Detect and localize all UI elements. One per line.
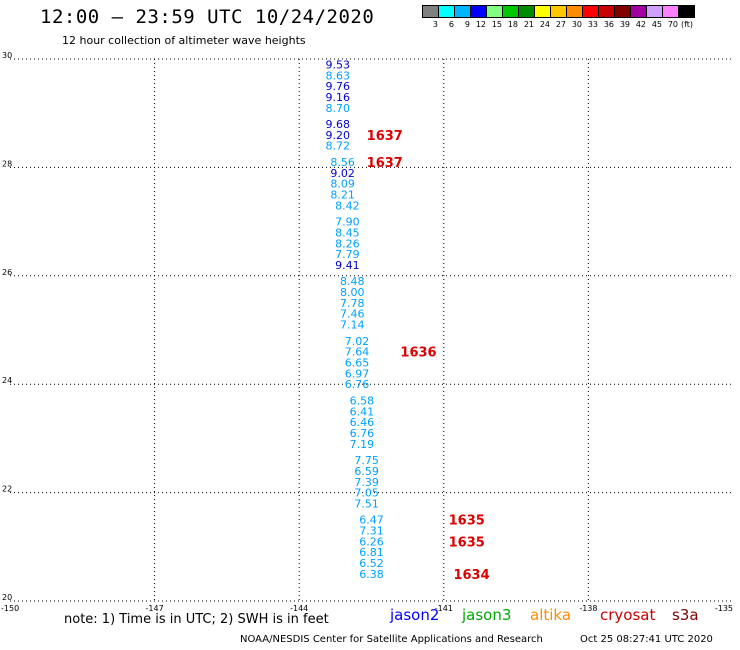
swh-label: 6.46 <box>350 416 375 429</box>
swh-label: 8.00 <box>340 286 365 299</box>
colorbar-label: 30 <box>571 20 582 29</box>
y-tick-label: 30 <box>2 51 12 60</box>
colorbar-label: 42 <box>635 20 646 29</box>
time-label: 1634 <box>453 568 489 583</box>
swh-label: 8.48 <box>340 275 365 288</box>
colorbar-label: 70 <box>667 20 678 29</box>
colorbar-label: 15 <box>491 20 502 29</box>
colorbar-swatches <box>422 5 695 18</box>
colorbar-label: 33 <box>587 20 598 29</box>
credit-line: NOAA/NESDIS Center for Satellite Applica… <box>240 634 543 645</box>
swh-label: 8.72 <box>326 140 351 153</box>
swh-label: 6.58 <box>350 394 375 407</box>
time-label: 1637 <box>367 156 403 171</box>
colorbar: 3 6 9 12 15 18 21 24 27 30 33 36 39 42 45 70 (ft) <box>422 5 695 29</box>
swh-label: 6.26 <box>359 535 384 548</box>
chart-subtitle: 12 hour collection of altimeter wave hei… <box>62 34 306 47</box>
y-tick-label: 24 <box>2 376 12 385</box>
colorbar-label: 9 <box>464 20 470 29</box>
generated-timestamp: Oct 25 08:27:41 UTC 2020 <box>580 634 713 645</box>
swh-label: 8.56 <box>330 156 355 169</box>
legend-item-jason2: jason2 <box>390 606 440 624</box>
y-tick-label: 28 <box>2 159 12 168</box>
swh-label: 6.76 <box>345 378 370 391</box>
x-tick-label: -138 <box>579 604 597 613</box>
colorbar-label: 21 <box>523 20 534 29</box>
swh-label: 7.19 <box>350 438 375 451</box>
legend-item-s3a: s3a <box>672 606 699 624</box>
swh-label: 6.59 <box>354 465 379 478</box>
swh-label: 6.81 <box>359 546 384 559</box>
swh-label: 9.68 <box>326 118 351 131</box>
time-label: 1635 <box>449 514 485 529</box>
swh-label: 8.09 <box>330 178 355 191</box>
x-tick-label: -144 <box>290 604 308 613</box>
swh-label: 7.05 <box>354 487 379 500</box>
time-label: 1637 <box>367 129 403 144</box>
swh-label: 8.63 <box>326 69 351 82</box>
swh-label: 6.97 <box>345 367 370 380</box>
legend-item-cryosat: cryosat <box>600 606 656 624</box>
swh-label: 7.02 <box>345 335 370 348</box>
legend-item-altika: altika <box>530 606 572 624</box>
y-tick-label: 22 <box>2 485 12 494</box>
swh-label: 7.31 <box>359 525 384 538</box>
chart-title: 12:00 – 23:59 UTC 10/24/2020 <box>40 6 375 28</box>
x-tick-label: -150 <box>1 604 19 613</box>
swh-label: 7.64 <box>345 346 370 359</box>
swh-label: 8.70 <box>326 102 351 115</box>
swh-label: 7.51 <box>354 497 379 510</box>
swh-label: 7.14 <box>340 319 365 332</box>
colorbar-label: 12 <box>475 20 486 29</box>
swh-label: 7.75 <box>354 454 379 467</box>
swh-label: 6.65 <box>345 357 370 370</box>
swh-label: 6.52 <box>359 557 384 570</box>
footnote: note: 1) Time is in UTC; 2) SWH is in fe… <box>64 612 329 627</box>
swh-label: 7.46 <box>340 308 365 321</box>
swh-label: 9.16 <box>326 91 351 104</box>
swh-label: 7.78 <box>340 297 365 310</box>
colorbar-unit: (ft) <box>681 20 694 29</box>
swh-label: 7.79 <box>335 248 360 261</box>
colorbar-label: 6 <box>448 20 454 29</box>
x-tick-label: -147 <box>146 604 164 613</box>
colorbar-labels: 3 6 9 12 15 18 21 24 27 30 33 36 39 42 45 70 (ft) <box>422 20 694 29</box>
swh-label: 6.76 <box>350 427 375 440</box>
swh-label: 9.76 <box>326 80 351 93</box>
colorbar-label: 3 <box>432 20 438 29</box>
swh-label: 6.47 <box>359 514 384 527</box>
swh-label: 8.21 <box>330 189 355 202</box>
swh-label: 9.02 <box>330 167 355 180</box>
swh-label: 9.53 <box>326 58 351 71</box>
swh-label: 8.26 <box>335 237 360 250</box>
time-label: 1635 <box>449 535 485 550</box>
swh-label: 6.41 <box>350 405 375 418</box>
swh-label: 8.45 <box>335 226 360 239</box>
colorbar-swatch <box>678 5 695 18</box>
y-tick-label: 20 <box>2 593 12 602</box>
colorbar-label: 18 <box>507 20 518 29</box>
colorbar-label: 27 <box>555 20 566 29</box>
time-label: 1636 <box>400 346 436 361</box>
colorbar-label: 36 <box>603 20 614 29</box>
swh-label: 6.38 <box>359 568 384 581</box>
swh-label: 7.90 <box>335 216 360 229</box>
swh-label: 8.42 <box>335 199 360 212</box>
x-tick-label: -135 <box>715 604 733 613</box>
x-tick-label: -141 <box>435 604 453 613</box>
colorbar-label: 24 <box>539 20 550 29</box>
y-tick-label: 26 <box>2 268 12 277</box>
swh-label: 9.20 <box>326 129 351 142</box>
colorbar-label: 39 <box>619 20 630 29</box>
colorbar-label: 45 <box>651 20 662 29</box>
swh-label: 7.39 <box>354 476 379 489</box>
legend-item-jason3: jason3 <box>462 606 512 624</box>
swh-label: 9.41 <box>335 259 360 272</box>
